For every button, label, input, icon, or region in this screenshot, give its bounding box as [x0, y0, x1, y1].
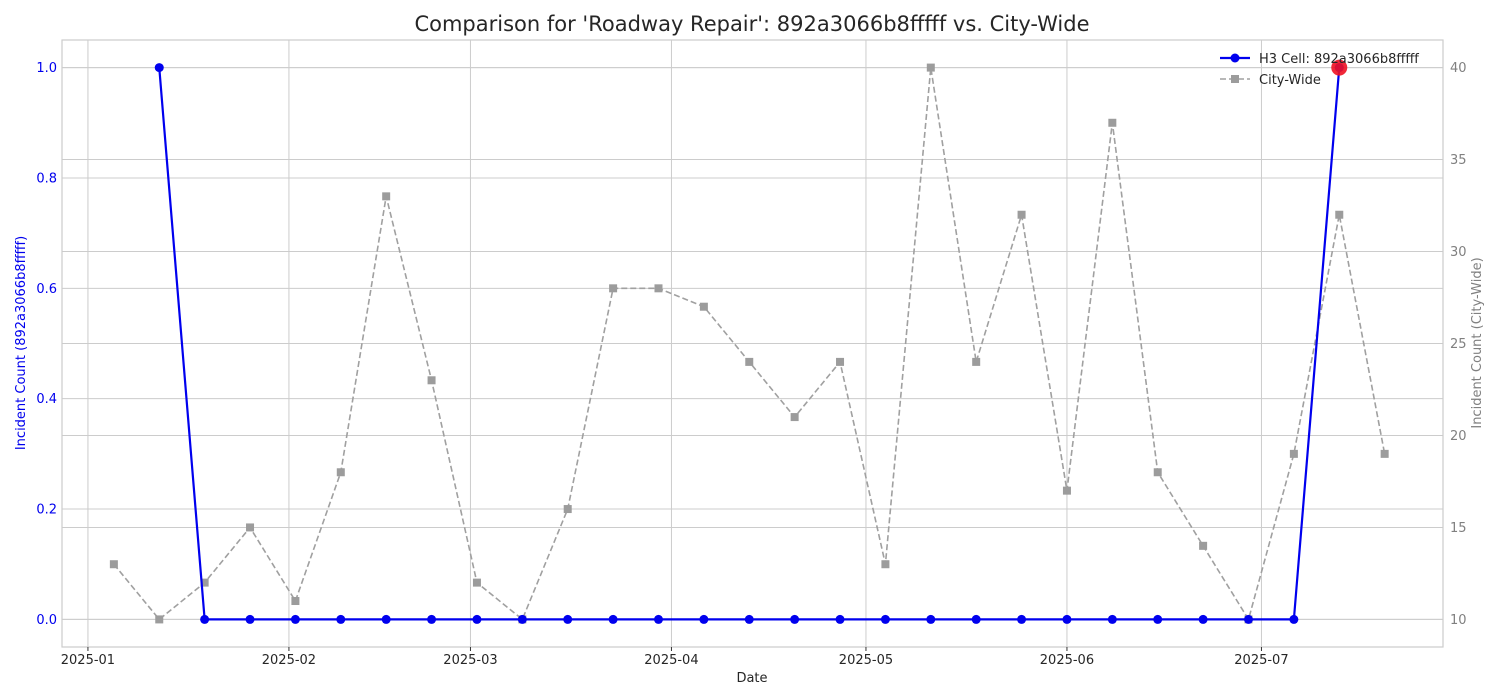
ticks: 2025-01 2025-02 2025-03 2025-04 2025-05 2025-…: [36, 61, 1466, 668]
city-wide-point: [291, 597, 300, 606]
city-wide-point: [472, 578, 481, 587]
h3-cell-point: [427, 614, 437, 624]
city-wide-point: [563, 505, 572, 514]
city-wide-point: [200, 578, 209, 587]
city-wide-point: [1380, 449, 1389, 458]
y-left-tick-label: 0.6: [36, 282, 57, 297]
y-right-tick-label: 35: [1450, 153, 1467, 168]
x-tick-label: 2025-04: [644, 653, 698, 668]
h3-cell-point: [517, 614, 527, 624]
plot-border: [61, 39, 1444, 648]
h3-cell-point: [790, 614, 800, 624]
h3-cell-point: [472, 614, 482, 624]
city-wide-point: [155, 615, 164, 624]
h3-cell-point: [971, 614, 981, 624]
x-tick-label: 2025-03: [443, 653, 497, 668]
y-right-tick-label: 20: [1450, 429, 1467, 444]
h3-cell-point: [926, 614, 936, 624]
y-left-tick-label: 0.2: [36, 503, 57, 518]
y-right-tick-label: 25: [1450, 337, 1467, 352]
h3-cell-point: [1153, 614, 1163, 624]
city-wide-point: [1335, 210, 1344, 219]
y-right-tick-label: 40: [1450, 61, 1467, 76]
h3-cell-point: [699, 614, 709, 624]
city-wide-point: [836, 357, 845, 366]
city-wide-point: [926, 63, 935, 72]
h3-cell-point: [1017, 614, 1027, 624]
x-tick-label: 2025-07: [1234, 653, 1288, 668]
h3-cell-point: [1243, 614, 1253, 624]
h3-cell-point: [744, 614, 754, 624]
y-left-tick-label: 0.4: [36, 392, 57, 407]
city-wide-point: [1062, 486, 1071, 495]
y-axis-left-label: Incident Count (892a3066b8fffff): [14, 236, 29, 450]
y-right-tick-label: 10: [1450, 613, 1467, 628]
h3-cell-point: [200, 614, 210, 624]
y-right-tick-label: 15: [1450, 521, 1467, 536]
plot-frame: [61, 39, 1444, 648]
city-wide-point: [246, 523, 255, 532]
legend-label-city-wide: City-Wide: [1259, 73, 1321, 88]
y-axis-right-label: Incident Count (City-Wide): [1470, 257, 1485, 428]
city-wide-point: [699, 302, 708, 311]
city-wide-point: [972, 357, 981, 366]
legend-marker-h3-cell: [1230, 53, 1240, 63]
y-right-tick-label: 30: [1450, 245, 1467, 260]
h3-cell-point: [563, 614, 573, 624]
city-wide-point: [609, 284, 618, 293]
city-wide-point: [109, 560, 118, 569]
h3-cell-point: [880, 614, 890, 624]
x-tick-label: 2025-01: [61, 653, 115, 668]
city-wide-point: [745, 357, 754, 366]
city-wide-point: [790, 413, 799, 422]
h3-cell-point: [245, 614, 255, 624]
city-wide-point: [1289, 449, 1298, 458]
y-left-tick-label: 0.8: [36, 171, 57, 186]
city-wide-point: [1199, 541, 1208, 550]
chart-title: Comparison for 'Roadway Repair': 892a306…: [414, 12, 1089, 36]
city-wide-point: [1017, 210, 1026, 219]
legend: H3 Cell: 892a3066b8fffff City-Wide: [1220, 52, 1419, 88]
x-tick-label: 2025-06: [1040, 653, 1094, 668]
h3-cell-point: [336, 614, 346, 624]
city-wide-point: [881, 560, 890, 569]
x-tick-label: 2025-05: [839, 653, 893, 668]
h3-cell-point: [1198, 614, 1208, 624]
city-wide-point: [427, 376, 436, 385]
h3-cell-point: [1289, 614, 1299, 624]
h3-cell-point: [653, 614, 663, 624]
h3-cell-point: [154, 63, 164, 73]
city-wide-point: [1153, 468, 1162, 477]
h3-cell-point: [381, 614, 391, 624]
x-axis-label: Date: [736, 671, 767, 686]
legend-marker-city-wide: [1231, 75, 1239, 83]
h3-cell-point: [608, 614, 618, 624]
highlight-point: [1331, 59, 1348, 76]
city-wide-point: [1108, 118, 1117, 127]
x-tick-label: 2025-02: [262, 653, 316, 668]
h3-cell-point: [1107, 614, 1117, 624]
series-layer: [109, 59, 1389, 624]
h3-cell-point: [1062, 614, 1072, 624]
city-wide-point: [382, 192, 391, 201]
city-wide-point: [654, 284, 663, 293]
y-left-tick-label: 1.0: [36, 61, 57, 76]
city-wide-point: [336, 468, 345, 477]
y-left-tick-label: 0.0: [36, 613, 57, 628]
h3-cell-point: [290, 614, 300, 624]
legend-label-h3-cell: H3 Cell: 892a3066b8fffff: [1259, 52, 1419, 67]
h3-cell-point: [835, 614, 845, 624]
